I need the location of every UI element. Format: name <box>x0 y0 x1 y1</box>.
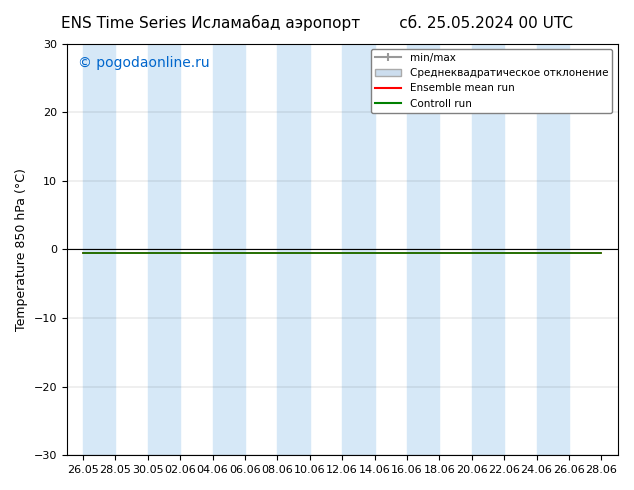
Bar <box>212 44 245 455</box>
Text: © pogodaonline.ru: © pogodaonline.ru <box>78 56 209 70</box>
Bar <box>536 44 569 455</box>
Bar <box>342 44 375 455</box>
Text: ENS Time Series Исламабад аэропорт        сб. 25.05.2024 00 UTC: ENS Time Series Исламабад аэропорт сб. 2… <box>61 15 573 31</box>
Y-axis label: Temperature 850 hPa (°C): Temperature 850 hPa (°C) <box>15 168 28 331</box>
Bar <box>148 44 180 455</box>
Bar <box>277 44 310 455</box>
Bar <box>407 44 439 455</box>
Legend: min/max, Среднеквадратическое отклонение, Ensemble mean run, Controll run: min/max, Среднеквадратическое отклонение… <box>371 49 612 113</box>
Bar <box>83 44 115 455</box>
Bar <box>472 44 504 455</box>
